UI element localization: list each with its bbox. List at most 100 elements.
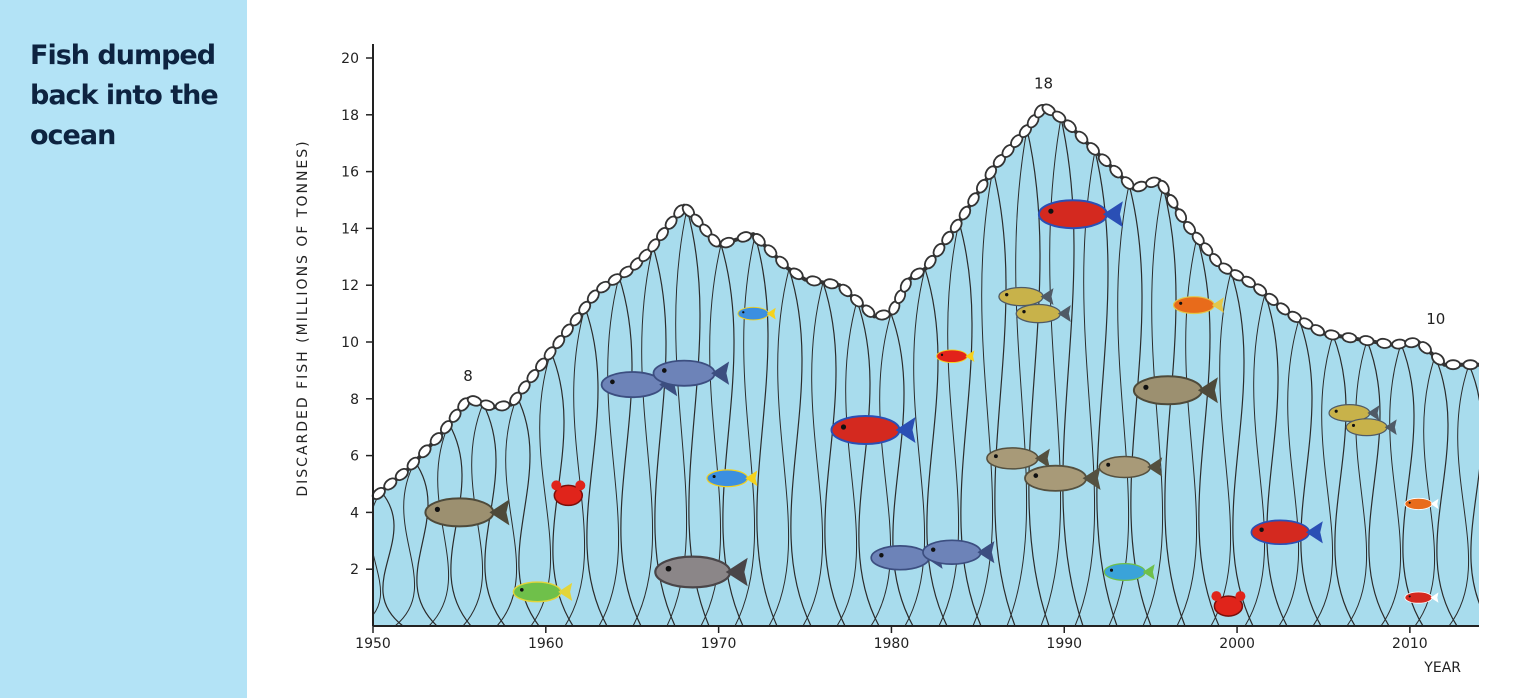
rope-link: [1174, 208, 1188, 223]
rope-link: [1324, 329, 1340, 341]
net-strand: [618, 276, 642, 627]
fish-illustration: [706, 469, 758, 488]
rope-link: [805, 275, 822, 287]
rope-link: [1086, 142, 1100, 156]
net-strand: [1040, 118, 1062, 627]
fish-illustration: [652, 359, 730, 387]
net-strand: [1006, 129, 1028, 627]
value-label: 18: [1034, 74, 1053, 92]
fish-illustration: [1103, 562, 1155, 582]
rope-link: [763, 244, 778, 258]
net-strand: [1400, 343, 1424, 627]
net-strand: [373, 491, 382, 627]
x-tick-label: 2000: [1219, 636, 1255, 652]
net-strand: [598, 276, 620, 627]
y-tick-label: 6: [350, 449, 359, 465]
y-tick-label: 2: [350, 562, 359, 578]
rope-link: [406, 456, 421, 471]
rope-link: [899, 277, 912, 293]
net-strand: [958, 221, 982, 627]
rope-link: [1376, 337, 1392, 349]
net-strand: [768, 268, 790, 627]
net-strand: [462, 403, 484, 627]
fish-illustration: [512, 581, 573, 603]
fish-illustration: [1404, 591, 1439, 604]
fish-illustration: [1015, 303, 1071, 324]
rope-link: [1097, 153, 1112, 167]
net-strand: [1026, 129, 1050, 627]
x-tick-label: 1960: [528, 636, 564, 652]
net-strand: [1060, 118, 1084, 627]
rope-link: [1341, 332, 1358, 344]
rope-link: [949, 218, 963, 234]
x-tick-label: 1990: [1046, 636, 1082, 652]
fish-illustration: [922, 539, 995, 565]
net-strand: [496, 396, 518, 627]
crab-illustration: [1211, 591, 1246, 617]
net-strand: [856, 300, 880, 627]
fish-illustration: [1250, 519, 1323, 546]
net-strand: [1230, 271, 1254, 627]
net-strand: [1278, 319, 1300, 627]
net-strand: [822, 282, 846, 627]
net-strand: [1142, 186, 1164, 627]
rope-link: [736, 231, 753, 243]
y-tick-label: 4: [350, 505, 359, 521]
x-tick-label: 1980: [874, 636, 910, 652]
side-panel: Fish dumped back into the ocean: [0, 0, 247, 698]
fish-illustration: [737, 306, 776, 321]
rope-link: [789, 267, 804, 281]
net-strand: [414, 461, 438, 627]
x-axis-label: YEAR: [1423, 660, 1461, 676]
rope-link: [394, 467, 409, 482]
net-strand: [380, 491, 404, 627]
fish-illustration: [936, 349, 975, 363]
net-rope-outline: [371, 103, 1479, 501]
page-title: Fish dumped back into the ocean: [30, 40, 219, 151]
net-strand: [870, 313, 892, 627]
fish-illustration: [1132, 375, 1218, 406]
y-tick-label: 16: [341, 165, 359, 181]
net-strand: [788, 268, 812, 627]
rope-link: [1264, 292, 1279, 306]
rope-link: [775, 255, 789, 270]
net-strand: [1332, 334, 1356, 627]
net-strand: [1448, 364, 1470, 627]
net-strand: [1196, 237, 1220, 627]
rope-link: [1462, 359, 1479, 371]
rope-link: [1074, 130, 1089, 145]
net-strand: [754, 235, 778, 627]
rope-link: [823, 278, 839, 290]
x-tick-label: 2010: [1392, 636, 1428, 652]
net-strand: [938, 221, 960, 627]
rope-link: [1431, 352, 1445, 366]
net-strand: [836, 300, 858, 627]
value-labels: 8 18 10: [463, 74, 1445, 385]
rope-link: [707, 233, 721, 248]
fish-illustration: [830, 415, 916, 445]
rope-link: [429, 432, 444, 446]
net-strand: [448, 423, 472, 627]
net-strand: [1210, 271, 1232, 627]
net-strand: [428, 423, 450, 627]
fish-illustration: [1345, 418, 1397, 437]
y-axis-label: DISCARDED FISH (MILLIONS OF TONNES): [295, 139, 311, 496]
rope-link: [1310, 324, 1326, 337]
net-strand: [1434, 356, 1458, 627]
y-tick-label: 10: [341, 335, 359, 351]
rope-link: [494, 400, 511, 412]
rope-link: [383, 477, 398, 491]
fish-illustration: [986, 447, 1050, 470]
rope-link: [1404, 337, 1420, 349]
net-strand: [1380, 343, 1402, 627]
y-tick-label: 12: [341, 278, 359, 294]
discard-area: [373, 106, 1479, 627]
axes: DISCARDED FISH (MILLIONS OF TONNES) YEAR…: [295, 44, 1479, 676]
rope-link: [1253, 283, 1268, 297]
value-label: 8: [463, 367, 473, 385]
net-strand: [1162, 186, 1186, 627]
net-strand: [890, 313, 914, 627]
net-strand: [1312, 334, 1334, 627]
net-strand: [972, 169, 994, 627]
